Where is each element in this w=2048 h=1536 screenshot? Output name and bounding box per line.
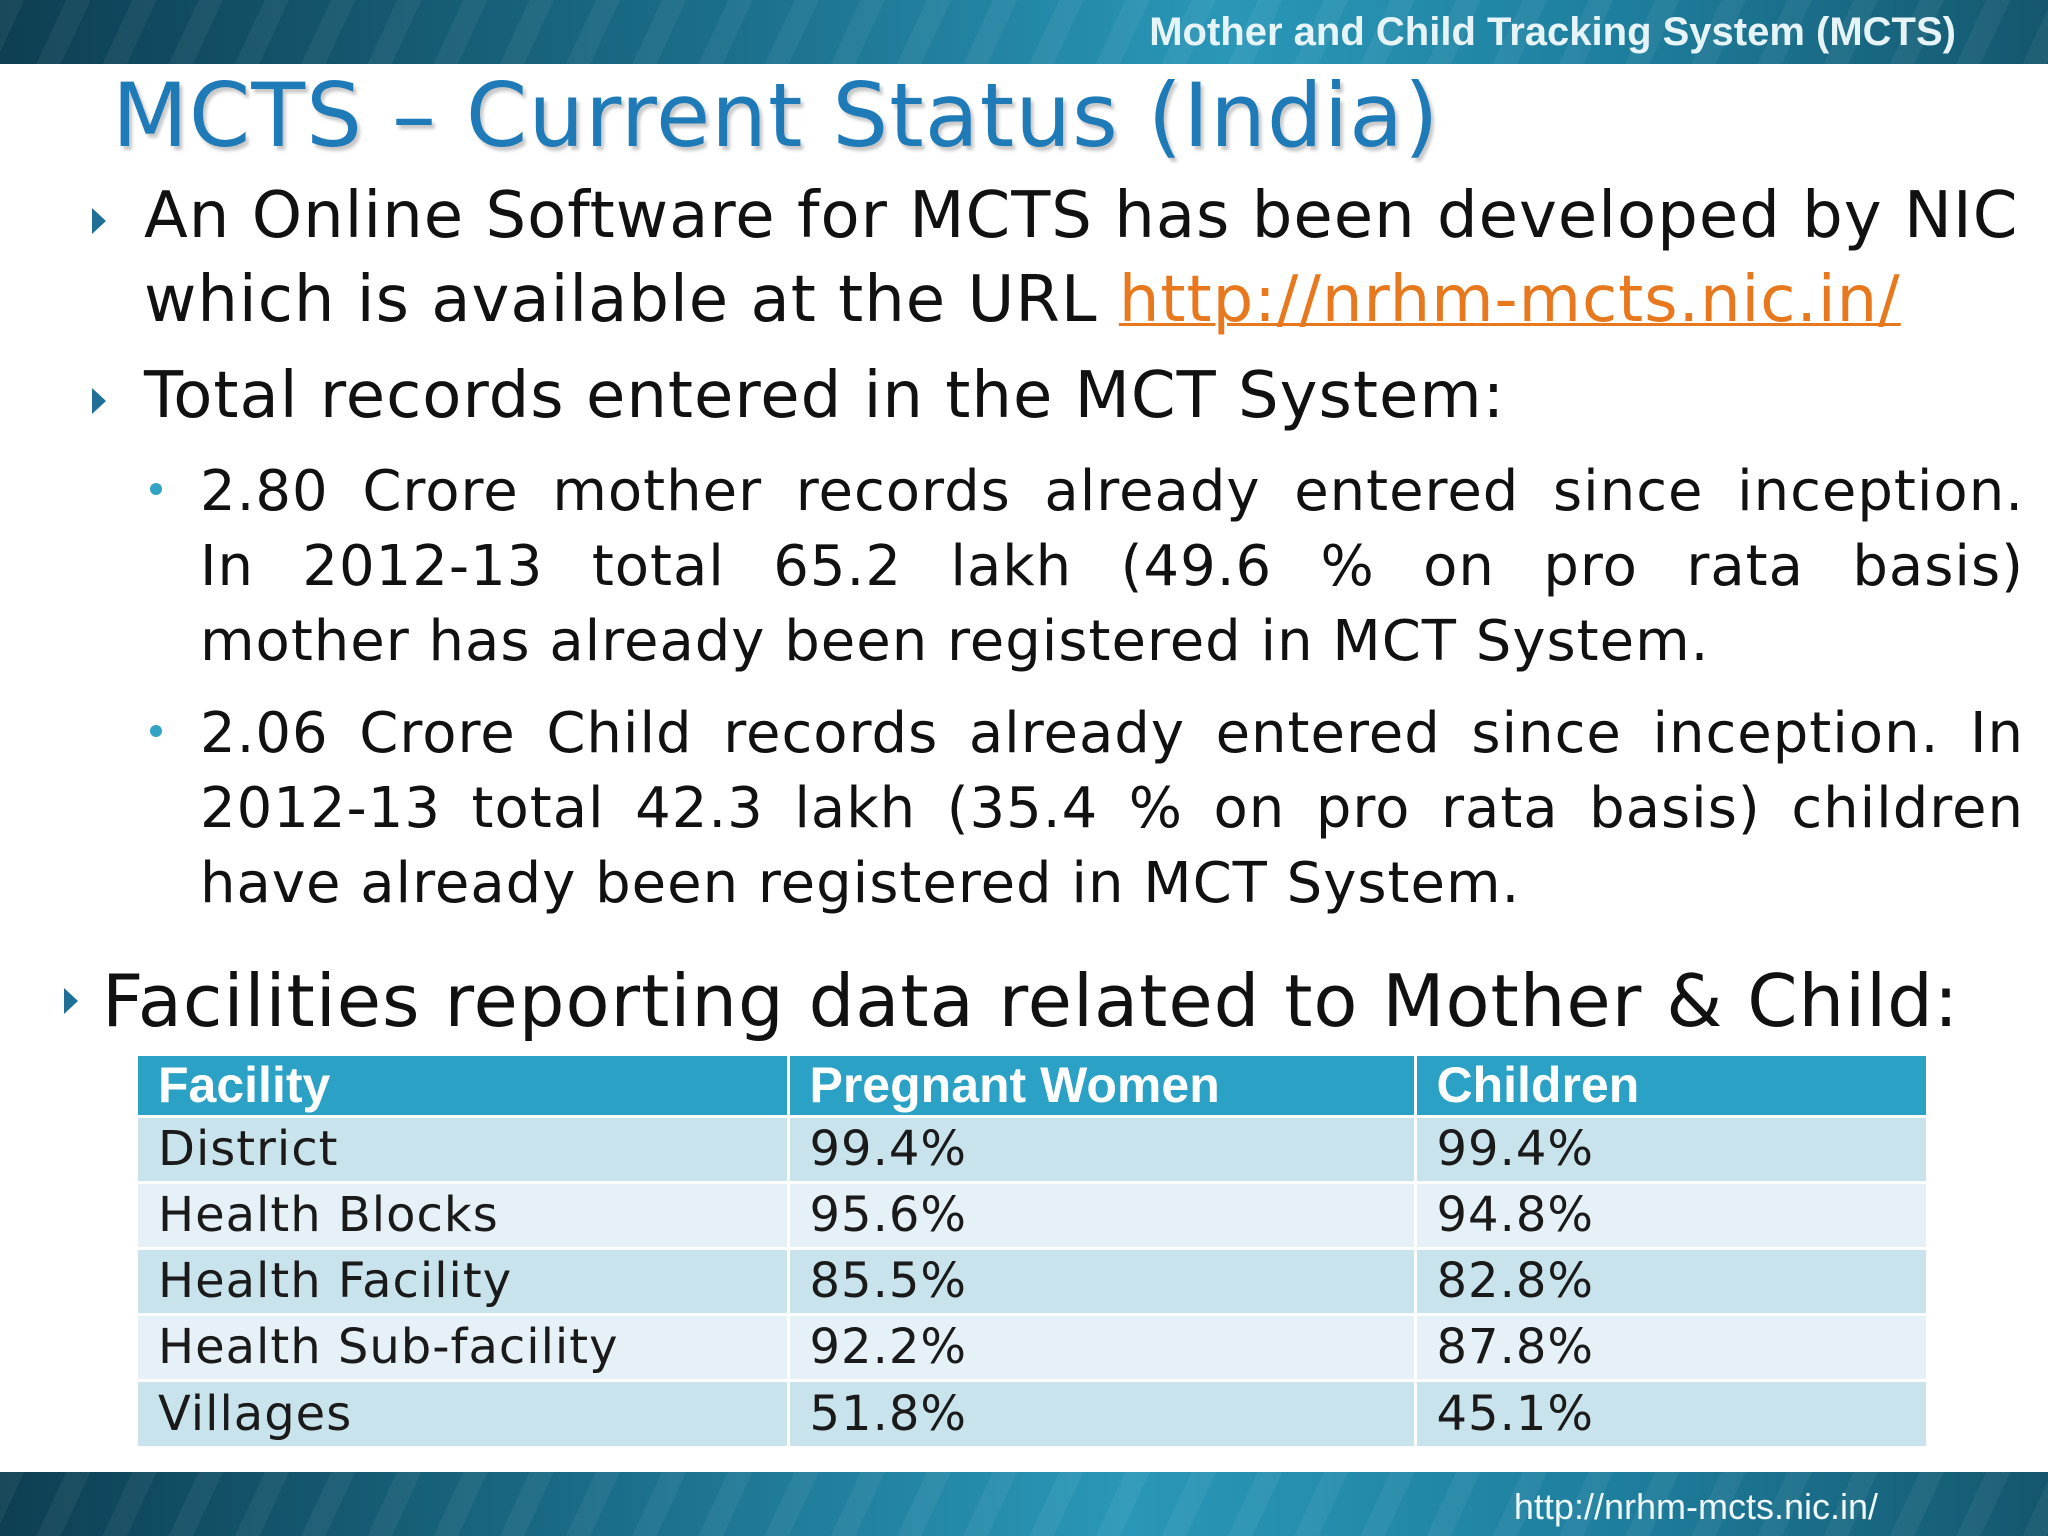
cell-pregnant-women: 51.8% (788, 1378, 1417, 1446)
bullet-line-prefix: which is available at the URL (144, 263, 1119, 337)
cell-facility: Villages (138, 1378, 790, 1446)
cell-facility: Health Sub-facility (138, 1312, 790, 1380)
bullet-line: An Online Software for MCTS has been dev… (144, 179, 2019, 253)
cell-pregnant-women: 95.6% (788, 1180, 1417, 1248)
sub-bullet-line: 2.06 Crore Child records already entered… (200, 701, 2024, 766)
table-row: Health Blocks 95.6% 94.8% (138, 1180, 1926, 1248)
bullet-arrow-icon (92, 388, 106, 414)
header-band-texture (0, 0, 2048, 64)
cell-facility: Health Facility (138, 1246, 790, 1314)
cell-facility: Health Blocks (138, 1180, 790, 1248)
bullet-facilities-reporting: Facilities reporting data related to Mot… (102, 959, 1960, 1043)
sub-bullet-line: 2012-13 total 42.3 lakh (35.4 % on pro r… (200, 776, 2024, 841)
slide-title: MCTS – Current Status (India) (112, 64, 1440, 167)
cell-children: 99.4% (1415, 1114, 1926, 1182)
bullet-arrow-icon (64, 988, 78, 1014)
column-header-facility: Facility (138, 1056, 790, 1116)
footer-band: http://nrhm-mcts.nic.in/ (0, 1472, 2048, 1536)
sub-bullet-line: have already been registered in MCT Syst… (200, 851, 1521, 916)
header-band: Mother and Child Tracking System (MCTS) (0, 0, 2048, 64)
bullet-line: Total records entered in the MCT System: (144, 359, 1506, 433)
table-row: Health Facility 85.5% 82.8% (138, 1246, 1926, 1314)
column-header-pregnant-women: Pregnant Women (788, 1056, 1417, 1116)
header-band-title: Mother and Child Tracking System (MCTS) (1149, 10, 1956, 54)
sub-bullet-line: 2.80 Crore mother records already entere… (200, 459, 2024, 524)
cell-children: 87.8% (1415, 1312, 1926, 1380)
sub-bullet-line: In 2012-13 total 65.2 lakh (49.6 % on pr… (200, 534, 2024, 599)
column-header-children: Children (1415, 1056, 1926, 1116)
bullet-total-records: Total records entered in the MCT System: (144, 354, 1505, 438)
sub-bullet-child-records: 2.06 Crore Child records already entered… (200, 696, 2024, 921)
sub-bullet-dot-icon (150, 483, 162, 495)
sub-bullet-line: mother has already been registered in MC… (200, 609, 1710, 674)
cell-children: 45.1% (1415, 1378, 1926, 1446)
table-header-row: Facility Pregnant Women Children (138, 1056, 1926, 1116)
mcts-url-link[interactable]: http://nrhm-mcts.nic.in/ (1118, 263, 1901, 337)
bullet-arrow-icon (92, 208, 106, 234)
table-row: Villages 51.8% 45.1% (138, 1378, 1926, 1446)
cell-pregnant-women: 99.4% (788, 1114, 1417, 1182)
cell-pregnant-women: 85.5% (788, 1246, 1417, 1314)
table-row: District 99.4% 99.4% (138, 1114, 1926, 1182)
footer-url: http://nrhm-mcts.nic.in/ (1513, 1486, 1878, 1527)
cell-children: 82.8% (1415, 1246, 1926, 1314)
table-row: Health Sub-facility 92.2% 87.8% (138, 1312, 1926, 1380)
bullet-line: which is available at the URL http://nrh… (144, 258, 2018, 342)
cell-facility: District (138, 1114, 790, 1182)
bullet-online-software: An Online Software for MCTS has been dev… (144, 174, 2018, 342)
cell-pregnant-women: 92.2% (788, 1312, 1417, 1380)
cell-children: 94.8% (1415, 1180, 1926, 1248)
sub-bullet-dot-icon (150, 725, 162, 737)
facility-reporting-table: Facility Pregnant Women Children Distric… (138, 1056, 1926, 1446)
sub-bullet-mother-records: 2.80 Crore mother records already entere… (200, 454, 2024, 679)
footer-band-texture (0, 1472, 2048, 1536)
